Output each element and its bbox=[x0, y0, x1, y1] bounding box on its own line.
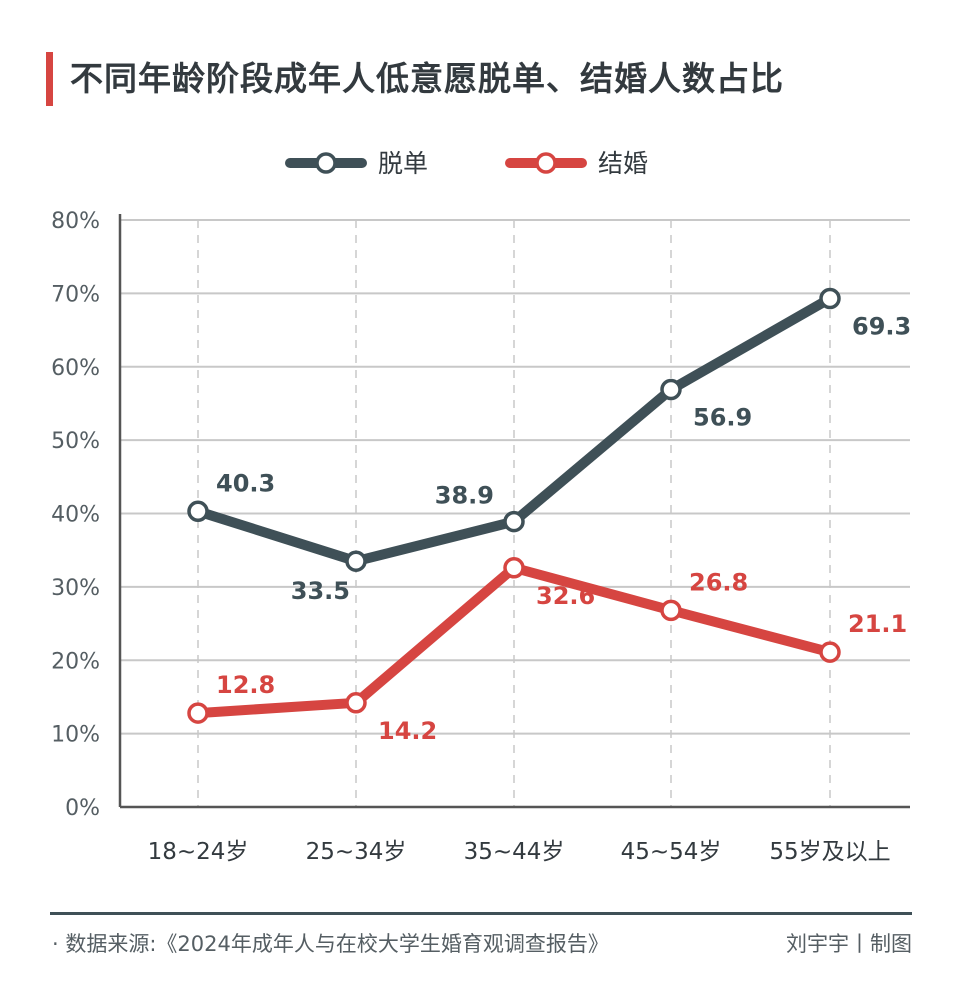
data-point-marker bbox=[660, 378, 682, 401]
data-label: 69.3 bbox=[852, 313, 911, 341]
footer-divider bbox=[50, 912, 912, 915]
chart-credit: 刘宇宇丨制图 bbox=[786, 932, 912, 956]
y-tick-label: 30% bbox=[51, 576, 100, 601]
x-tick-label: 35~44岁 bbox=[464, 839, 565, 865]
data-label: 56.9 bbox=[693, 403, 752, 431]
data-point-marker bbox=[660, 599, 682, 622]
y-tick-label: 80% bbox=[51, 209, 100, 234]
y-tick-label: 70% bbox=[51, 282, 100, 307]
y-tick-label: 20% bbox=[51, 649, 100, 674]
y-tick-label: 10% bbox=[51, 723, 100, 748]
data-point-marker bbox=[503, 510, 525, 533]
data-label: 40.3 bbox=[216, 469, 275, 497]
x-tick-label: 45~54岁 bbox=[621, 839, 722, 865]
x-tick-label: 18~24岁 bbox=[148, 839, 249, 865]
title-accent-bar bbox=[46, 52, 53, 106]
y-tick-label: 40% bbox=[51, 503, 100, 528]
data-point-marker bbox=[345, 550, 367, 572]
data-point-marker bbox=[345, 692, 367, 714]
legend-label: 脱单 bbox=[378, 149, 428, 178]
data-label: 38.9 bbox=[435, 482, 494, 510]
data-label: 26.8 bbox=[689, 568, 748, 596]
data-label: 12.8 bbox=[216, 671, 275, 699]
legend-swatch-marker bbox=[315, 152, 337, 174]
data-point-marker bbox=[503, 557, 525, 579]
y-tick-label: 0% bbox=[65, 796, 100, 821]
legend-swatch-marker bbox=[535, 152, 557, 174]
line-chart: 0% 10% 20% 30% 40% 50% 60% 70% 80% 18~24岁 25~34岁 35… bbox=[51, 149, 911, 865]
data-point-marker bbox=[819, 287, 841, 310]
data-label: 14.2 bbox=[378, 717, 437, 745]
data-point-marker bbox=[187, 500, 209, 523]
x-tick-label: 25~34岁 bbox=[306, 839, 407, 865]
y-tick-label: 50% bbox=[51, 429, 100, 454]
data-point-marker bbox=[819, 641, 841, 663]
data-source-note: · 数据来源:《2024年成年人与在校大学生婚育观调查报告》 bbox=[52, 932, 609, 956]
data-point-marker bbox=[187, 702, 209, 724]
data-label: 33.5 bbox=[291, 577, 350, 605]
legend-label: 结婚 bbox=[598, 149, 648, 178]
chart-title: 不同年龄阶段成年人低意愿脱单、结婚人数占比 bbox=[70, 59, 784, 98]
data-label: 21.1 bbox=[848, 610, 907, 638]
data-label: 32.6 bbox=[536, 582, 595, 610]
x-tick-label: 55岁及以上 bbox=[769, 839, 890, 865]
y-tick-label: 60% bbox=[51, 356, 100, 381]
